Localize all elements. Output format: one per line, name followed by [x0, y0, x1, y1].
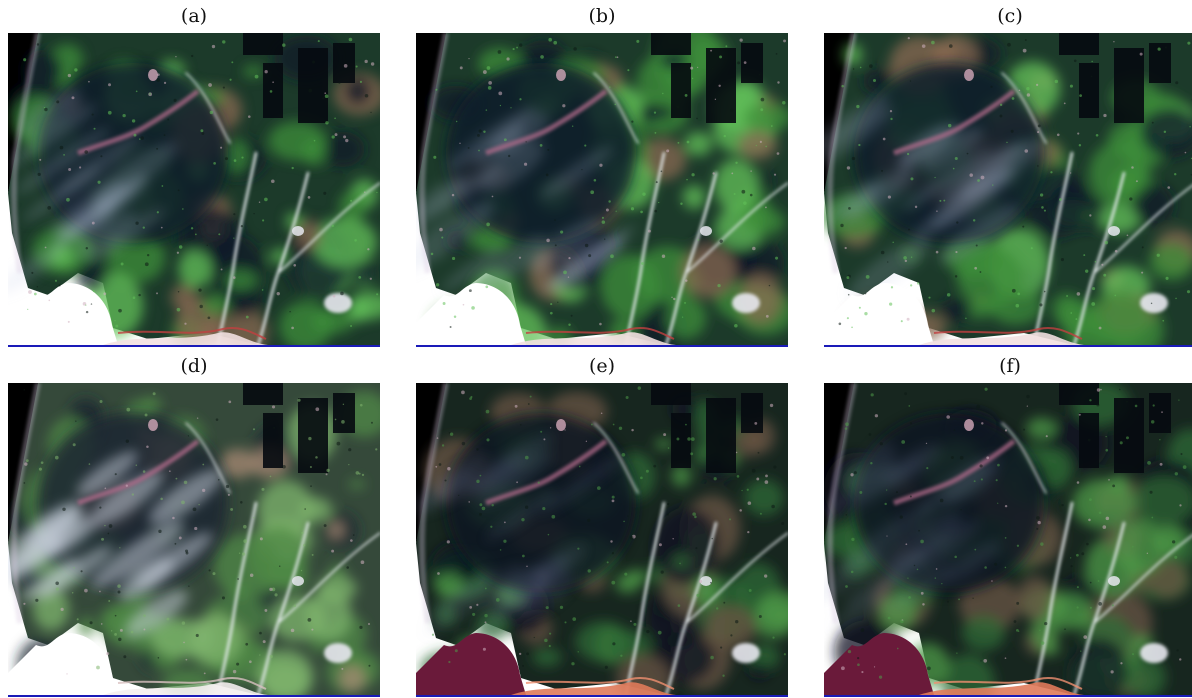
panel-underline [824, 695, 1192, 697]
speckle [431, 386, 786, 677]
urban-spot [1140, 643, 1168, 663]
small-lake [556, 69, 566, 81]
panel-underline [8, 345, 380, 347]
satellite-image [416, 33, 788, 345]
inner-channel [77, 89, 200, 156]
speckle [838, 36, 1192, 330]
speckle [23, 37, 379, 330]
coastline [117, 677, 267, 690]
bright-spot [292, 226, 304, 236]
bright-spot [700, 226, 712, 236]
haze-streaks [416, 433, 626, 641]
panel-underline [416, 345, 788, 347]
coastal-strip [103, 332, 268, 345]
haze-streaks [8, 451, 223, 638]
bright-spot [700, 576, 712, 586]
left-fringe [826, 33, 857, 274]
satellite-scene [416, 383, 788, 695]
coastal-strip [919, 332, 1084, 345]
panel-underline [416, 695, 788, 697]
inner-channel [893, 89, 1016, 156]
coastline [525, 327, 675, 340]
urban-spot [732, 643, 760, 663]
sea-bay [416, 283, 526, 345]
small-lake [148, 69, 158, 81]
sea-bay [8, 633, 118, 695]
dark-water-blocks [651, 383, 763, 473]
dark-water-blocks [243, 383, 355, 473]
coastline [933, 327, 1083, 340]
speckle [841, 387, 1192, 679]
left-fringe [418, 33, 449, 274]
small-lake [556, 419, 566, 431]
panel-label: (d) [180, 355, 208, 377]
rivers [593, 422, 788, 695]
sea-bay [416, 633, 526, 695]
coastal-strip [919, 682, 1084, 695]
panel-label: (a) [180, 5, 208, 27]
urban-spot [1140, 293, 1168, 313]
small-lake [964, 419, 974, 431]
dark-water-blocks [1059, 33, 1171, 123]
satellite-image [824, 383, 1192, 695]
urban-spot [732, 293, 760, 313]
urban-spot [324, 293, 352, 313]
dark-water-blocks [243, 33, 355, 123]
inner-channel [893, 439, 1016, 506]
haze-streaks [8, 89, 178, 294]
haze-streaks [824, 94, 1043, 300]
satellite-scene [824, 383, 1192, 695]
sea-bay [8, 283, 118, 345]
inner-channel [485, 439, 608, 506]
inner-channel [77, 439, 200, 506]
inner-channel [485, 89, 608, 156]
bright-spot [292, 576, 304, 586]
urban-spot [324, 643, 352, 663]
sea-bay [824, 283, 934, 345]
satellite-scene [8, 33, 380, 345]
satellite-image [8, 383, 380, 695]
left-fringe [10, 383, 41, 624]
satellite-scene [824, 33, 1192, 345]
panel-underline [824, 345, 1192, 347]
satellite-image [416, 383, 788, 695]
haze-streaks [824, 443, 1002, 631]
coastal-strip [511, 682, 676, 695]
haze-streaks [416, 106, 636, 292]
small-lake [148, 419, 158, 431]
panel-label: (c) [997, 5, 1023, 27]
rivers [185, 72, 380, 345]
bright-spot [1108, 226, 1120, 236]
speckle [23, 388, 378, 675]
coastline [117, 327, 267, 340]
panel-label: (b) [588, 5, 616, 27]
sea-bay [824, 633, 934, 695]
speckle [430, 37, 786, 328]
bright-spot [1108, 576, 1120, 586]
left-fringe [10, 33, 41, 274]
small-lake [964, 69, 974, 81]
coastal-strip [511, 332, 676, 345]
rivers [1001, 72, 1192, 345]
satellite-scene [8, 383, 380, 695]
dark-water-blocks [1059, 383, 1171, 473]
panel-label: (e) [588, 355, 616, 377]
coastal-strip [103, 682, 268, 695]
satellite-image [8, 33, 380, 345]
satellite-scene [416, 33, 788, 345]
left-fringe [418, 383, 449, 624]
satellite-image [824, 33, 1192, 345]
panel-underline [8, 695, 380, 697]
rivers [1001, 422, 1192, 695]
left-fringe [826, 383, 857, 624]
coastline [933, 677, 1083, 690]
coastline [525, 677, 675, 690]
panel-label: (f) [999, 355, 1021, 377]
